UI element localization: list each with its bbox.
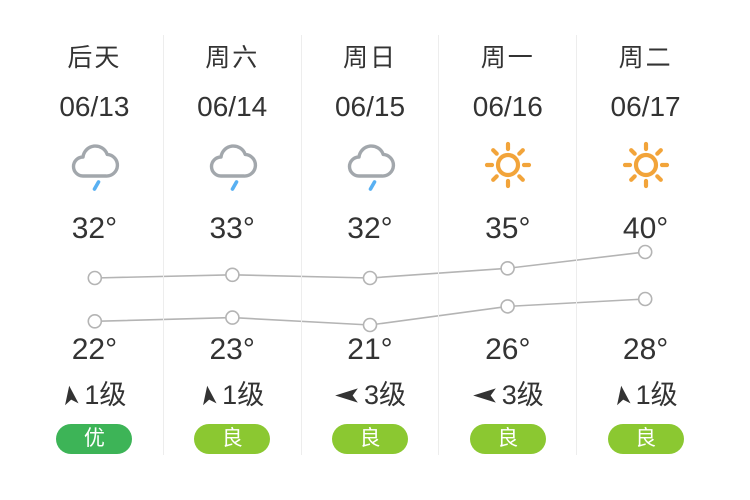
- low-temp: 23°: [209, 333, 255, 366]
- low-temp: 21°: [347, 333, 393, 366]
- aqi-badge: 良: [607, 424, 684, 454]
- day-label: 周二: [618, 44, 673, 72]
- date-label: 06/14: [197, 91, 268, 122]
- aqi-badge: 良: [469, 424, 546, 454]
- high-temp: 33°: [209, 212, 255, 245]
- forecast-panel: 后天 06/13 32° 22° 1级: [26, 35, 714, 455]
- low-temp: 28°: [622, 333, 669, 366]
- wind-direction-up-icon: [616, 385, 631, 406]
- cloud-rain-icon: [347, 144, 396, 191]
- date-label: 06/13: [59, 91, 130, 122]
- forecast-column-day1[interactable]: 后天 06/13 32° 22° 1级: [26, 35, 164, 455]
- date-label: 06/17: [610, 91, 681, 122]
- day-label: 周六: [205, 44, 260, 72]
- wind-level: 3级: [501, 380, 544, 410]
- wind-level: 1级: [222, 380, 265, 410]
- forecast-column-day2[interactable]: 周六 06/14 33° 23° 1级: [164, 35, 302, 455]
- day-label: 后天: [67, 44, 122, 72]
- wind-direction-up-icon: [65, 385, 79, 406]
- forecast-column-day3[interactable]: 周日 06/15 32° 21° 3级: [302, 35, 440, 455]
- sunny-icon: [622, 141, 669, 189]
- day-label: 周日: [342, 44, 397, 72]
- low-temp: 22°: [71, 333, 118, 366]
- date-label: 06/15: [334, 91, 406, 122]
- aqi-badge: 良: [194, 424, 271, 454]
- cloud-rain-icon: [210, 144, 258, 191]
- aqi-badge: 良: [331, 424, 408, 454]
- low-temp: 26°: [485, 333, 531, 366]
- high-temp: 32°: [71, 212, 118, 245]
- forecast-column-day4[interactable]: 周一 06/16 35° 26° 3级: [439, 35, 578, 455]
- aqi-badge: 优: [56, 424, 133, 454]
- high-temp: 32°: [347, 212, 393, 245]
- wind-level: 1级: [84, 380, 127, 410]
- date-label: 06/16: [472, 91, 543, 122]
- wind-direction-up-icon: [203, 385, 217, 406]
- high-temp: 35°: [485, 212, 531, 245]
- forecast-column-day5[interactable]: 周二 06/17 40° 28° 1级: [577, 35, 714, 455]
- wind-direction-left-icon: [335, 387, 358, 403]
- wind-direction-left-icon: [472, 387, 496, 403]
- wind-level: 3级: [363, 380, 406, 410]
- cloud-rain-icon: [72, 144, 120, 191]
- high-temp: 40°: [622, 212, 669, 245]
- wind-level: 1级: [635, 380, 678, 410]
- sunny-icon: [484, 141, 531, 189]
- day-label: 周一: [480, 44, 535, 72]
